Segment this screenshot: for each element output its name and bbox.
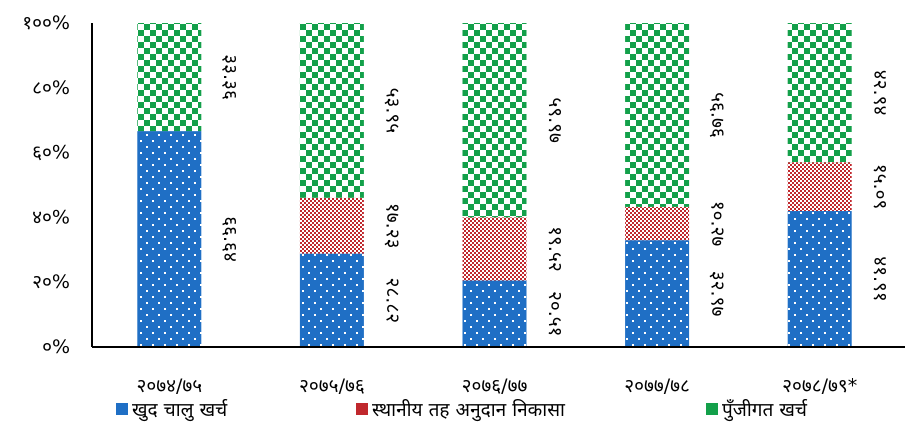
- y-tick-label: ४०%: [32, 206, 70, 228]
- legend-label: खुद चालु खर्च: [132, 396, 227, 422]
- data-label: १५.०९: [869, 164, 891, 210]
- data-label: ४१.९१: [869, 256, 891, 302]
- legend-swatch-green: [706, 403, 718, 415]
- y-tick-label: ६०%: [32, 142, 70, 164]
- bar-segment: [300, 254, 364, 347]
- bar-segment: [625, 207, 689, 240]
- bar-segment: [137, 23, 201, 131]
- x-tick-label: २०७५/७६: [299, 375, 365, 397]
- data-label: २०.५१: [544, 291, 566, 337]
- bar-segment: [463, 217, 527, 280]
- data-label: २८.८२: [381, 278, 403, 324]
- data-label: ६६.६४: [219, 216, 241, 262]
- data-label: ५६.७६: [707, 92, 729, 138]
- bar-segment: [625, 240, 689, 347]
- legend-label: स्थानीय तह अनुदान निकासा: [372, 396, 565, 422]
- legend-item-current-expenditure: खुद चालु खर्च: [116, 396, 227, 422]
- legend-item-local-grant: स्थानीय तह अनुदान निकासा: [356, 396, 565, 422]
- y-tick-label: ०%: [42, 336, 70, 358]
- legend-label: पुँजीगत खर्च: [722, 396, 807, 422]
- bar-segment: [300, 23, 364, 198]
- data-label: ३२.९७: [707, 271, 729, 317]
- data-label: ५९.९७: [544, 97, 566, 143]
- data-label: १९.५२: [544, 226, 566, 272]
- bar-segment: [788, 23, 852, 162]
- y-tick-label: २०%: [32, 271, 70, 293]
- bar-segment: [788, 211, 852, 347]
- bar-segment: [137, 131, 201, 347]
- legend-swatch-red: [356, 403, 368, 415]
- bar-segment: [463, 281, 527, 347]
- bar-segment: [300, 198, 364, 254]
- data-label: १०.२७: [707, 201, 729, 247]
- y-tick-label: ८०%: [32, 77, 70, 99]
- data-label: ४२.९४: [869, 70, 891, 116]
- bar-segment: [788, 162, 852, 211]
- x-tick-label: २०७४/७५: [136, 375, 202, 397]
- x-tick-label: २०७६/७७: [462, 375, 528, 397]
- data-label: ५३.९५: [381, 88, 403, 134]
- bar-segment: [625, 23, 689, 207]
- legend-item-capital-expenditure: पुँजीगत खर्च: [706, 396, 807, 422]
- legend-swatch-blue: [116, 403, 128, 415]
- x-tick-label: २०७८/७९*: [782, 375, 857, 397]
- bar-segment: [463, 23, 527, 217]
- y-tick-label: १००%: [22, 12, 70, 34]
- data-label: १७.२३: [381, 203, 403, 249]
- legend: खुद चालु खर्च स्थानीय तह अनुदान निकासा प…: [116, 396, 906, 424]
- data-label: ३३.३६: [219, 54, 241, 100]
- x-tick-label: २०७७/७८: [624, 375, 690, 397]
